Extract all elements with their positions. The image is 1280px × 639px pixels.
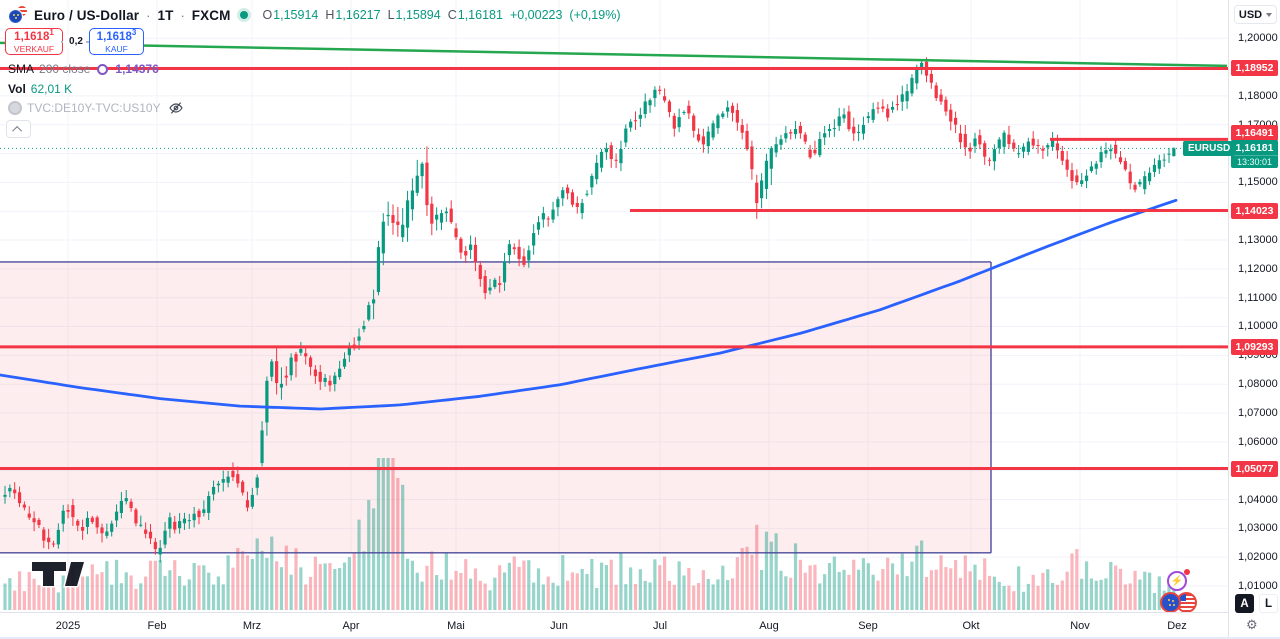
open-label: O (262, 8, 273, 22)
spread-connector (86, 41, 91, 43)
currency-label: USD (1238, 8, 1263, 21)
title-separator: · (146, 7, 151, 23)
study-logo-icon (8, 101, 22, 115)
time-axis[interactable]: 2025 Feb Mrz Apr Mai Jun Jul Aug Sep Okt Nov Dez (0, 612, 1228, 639)
price-axis-label: 1,12000 (1238, 263, 1278, 275)
notification-dot (1184, 569, 1190, 575)
price-axis-label: 1,08000 (1238, 378, 1278, 390)
price-axis-label: 1,04000 (1238, 494, 1278, 506)
price-axis-label: 1,11000 (1238, 292, 1277, 304)
log-scale-button[interactable]: L (1259, 594, 1278, 613)
close-value: 1,16181 (457, 8, 503, 22)
symbol-price-label: EURUSD (1183, 141, 1236, 156)
buy-button-label: KAUF (105, 44, 128, 55)
price-level-badge: 1,16491 (1231, 125, 1278, 141)
volume-value: 62,01 K (30, 82, 73, 96)
time-axis-label: Jul (652, 620, 668, 632)
price-axis-label: 1,06000 (1238, 436, 1278, 448)
price-axis-label: 1,02000 (1238, 551, 1278, 563)
auto-scale-button[interactable]: A (1235, 594, 1254, 613)
sell-price: 1,1618 (14, 30, 50, 43)
hidden-study-legend[interactable]: TVC:DE10Y-TVC:US10Y (8, 100, 184, 116)
time-axis-label: Aug (759, 620, 779, 632)
open-value: 1,15914 (273, 8, 319, 22)
close-label: C (447, 8, 457, 22)
change-value: +0,00223 (509, 8, 563, 22)
low-value: 1,15894 (395, 8, 441, 22)
market-status-dot[interactable] (240, 11, 249, 19)
flash-event-icon[interactable]: ⚡ (1167, 571, 1187, 591)
trade-buttons: 1,16181 VERKAUF 0,2 1,16183 KAUF (5, 28, 155, 55)
tradingview-logo[interactable] (30, 560, 94, 593)
sell-button[interactable]: 1,16181 VERKAUF (5, 28, 63, 55)
time-axis-label: Apr (342, 620, 360, 632)
time-axis-label: Nov (1070, 620, 1090, 632)
time-axis-label: Mai (447, 620, 465, 632)
axis-settings-gear-icon[interactable]: ⚙ (1246, 617, 1258, 632)
price-level-badge: 1,18952 (1231, 60, 1278, 76)
chevron-up-icon (12, 125, 23, 136)
high-value: 1,16217 (335, 8, 381, 22)
title-separator: · (180, 7, 185, 23)
eu-flag-event-icon[interactable] (1160, 592, 1181, 613)
sell-price-pip: 1 (49, 28, 54, 38)
price-axis-label: 1,18000 (1238, 90, 1278, 102)
time-axis-label: Okt (962, 620, 980, 632)
price-level-badge: 1,09293 (1231, 339, 1278, 355)
sma-params: 200 close (39, 62, 91, 76)
symbol-title[interactable]: Euro / US-Dollar (34, 7, 140, 23)
change-percent: (+0,19%) (569, 8, 621, 22)
time-axis-label: Feb (147, 620, 167, 632)
buy-button[interactable]: 1,16183 KAUF (89, 28, 144, 55)
current-price-value: 1,16181 (1231, 140, 1278, 155)
time-axis-label: Dez (1167, 620, 1187, 632)
visibility-off-icon[interactable] (168, 100, 184, 116)
sell-button-label: VERKAUF (13, 44, 55, 55)
currency-selector[interactable]: USD (1234, 5, 1277, 24)
high-label: H (325, 8, 335, 22)
candlestick-chart-canvas[interactable] (0, 0, 1228, 612)
price-level-badge: 1,05077 (1231, 461, 1278, 477)
interval-label[interactable]: 1T (157, 7, 174, 23)
economic-event-icons[interactable]: ⚡ (1158, 569, 1222, 617)
buy-price-pip: 3 (131, 28, 137, 38)
price-axis-label: 1,20000 (1238, 32, 1278, 44)
price-level-badge: 1,14023 (1231, 203, 1278, 219)
sma-name: SMA (8, 62, 35, 76)
price-axis-label: 1,13000 (1238, 234, 1278, 246)
time-axis-label: Mrz (242, 620, 262, 632)
price-axis-label: 1,15000 (1238, 176, 1278, 188)
price-axis-label: 1,03000 (1238, 522, 1278, 534)
time-axis-label: Jun (550, 620, 568, 632)
bar-countdown: 13:30:01 (1231, 155, 1278, 168)
eurusd-pair-icon (8, 5, 28, 25)
sma-loading-ring-icon (97, 63, 109, 75)
sma-indicator-legend[interactable]: SMA 200 close 1,14376 (8, 61, 159, 77)
buy-price: 1,1618 (96, 30, 132, 43)
low-label: L (387, 8, 395, 22)
sma-value: 1,14376 (115, 62, 159, 76)
time-axis-label: Sep (858, 620, 878, 632)
price-axis-label: 1,07000 (1238, 407, 1278, 419)
time-axis-label: 2025 (55, 620, 81, 632)
price-axis[interactable]: USD 1,200001,180001,170001,150001,130001… (1228, 0, 1280, 639)
collapse-legend-button[interactable] (6, 120, 31, 138)
price-axis-label: 1,01000 (1238, 580, 1278, 592)
ohlc-values: O 1,15914 H 1,16217 L 1,15894 C 1,16181 +0,0… (262, 8, 620, 22)
lightning-glyph: ⚡ (1170, 575, 1184, 587)
volume-name: Vol (8, 82, 26, 96)
chevron-down-icon (1266, 12, 1273, 17)
price-axis-label: 1,10000 (1238, 320, 1278, 332)
spread-value: 0,2 (63, 35, 89, 48)
volume-indicator-legend[interactable]: Vol 62,01 K (8, 81, 72, 97)
window-bottom-edge (0, 637, 1280, 639)
hidden-study-name: TVC:DE10Y-TVC:US10Y (27, 101, 161, 115)
current-price-badge: 1,16181 13:30:01 (1231, 140, 1278, 168)
exchange-label: FXCM (191, 7, 231, 23)
